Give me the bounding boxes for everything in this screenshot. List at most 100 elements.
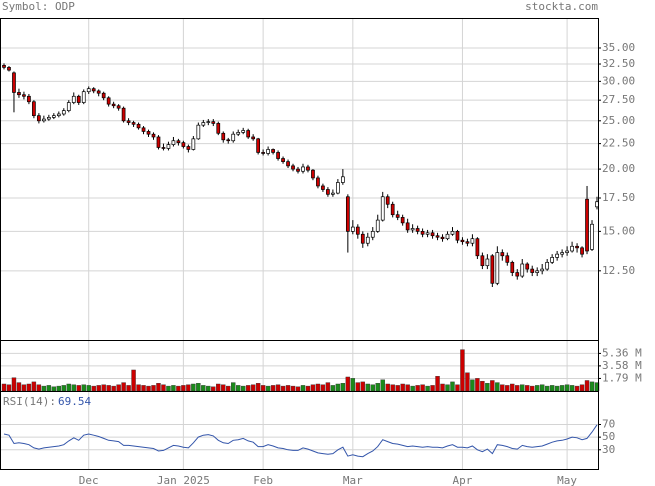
volume-bar	[320, 384, 326, 392]
rsi-label: RSI(14):	[3, 395, 56, 408]
candle-body	[101, 92, 106, 99]
volume-bar	[216, 383, 221, 392]
volume-bar	[300, 385, 306, 392]
x-tick-label: May	[557, 474, 577, 486]
candle-body	[585, 198, 589, 252]
volume-bar	[405, 384, 410, 392]
volume-bar	[455, 384, 460, 392]
y-tick-label: 30.00	[602, 74, 635, 87]
volume-bar	[450, 381, 455, 392]
volume-bar	[315, 383, 321, 392]
volume-bar	[415, 385, 420, 392]
candle-body	[370, 231, 375, 238]
volume-bar	[211, 386, 216, 392]
candle-body	[490, 255, 495, 284]
candle-body	[580, 247, 584, 255]
x-tick-label: Feb	[253, 474, 273, 486]
volume-bar	[181, 385, 186, 392]
candle-body	[221, 132, 226, 141]
candle-body	[216, 123, 221, 134]
candle-body	[266, 149, 270, 154]
volume-bar	[340, 383, 346, 392]
volume-bar	[116, 384, 121, 392]
volume-bar	[265, 385, 271, 392]
candle-body	[226, 139, 231, 142]
candle-body	[520, 263, 525, 277]
volume-bar	[56, 385, 62, 392]
volume-bar	[490, 380, 495, 392]
y-tick-label: 27.50	[602, 93, 635, 106]
volume-bar	[460, 349, 465, 392]
candle-body	[395, 214, 400, 218]
volume-bar	[101, 384, 106, 392]
x-tick-label: Dec	[79, 474, 99, 486]
rsi-line	[3, 424, 598, 458]
candle-body	[286, 161, 290, 167]
volume-bar	[470, 379, 475, 392]
candle-body	[410, 228, 415, 231]
candle-body	[37, 115, 41, 122]
volume-bar	[510, 383, 515, 392]
volume-bar	[559, 385, 565, 392]
volume-bar	[280, 385, 286, 392]
candle-body	[525, 263, 530, 270]
candle-body	[271, 149, 275, 153]
candle-body	[400, 217, 405, 224]
volume-bar	[425, 385, 430, 392]
volume-bar	[295, 386, 301, 392]
candle-body	[390, 203, 395, 216]
candle-body	[61, 110, 66, 115]
volume-bar	[36, 384, 42, 392]
candle-body	[116, 105, 121, 109]
candle-body	[465, 241, 470, 244]
volume-bar	[106, 385, 111, 392]
volume-bar	[146, 385, 151, 392]
volume-bar	[270, 385, 276, 392]
candle-body	[336, 182, 340, 194]
volume-bar	[420, 384, 425, 392]
candle-body	[316, 177, 320, 187]
volume-bar	[151, 385, 156, 392]
volume-bar	[375, 383, 380, 392]
volume-bar	[525, 385, 530, 392]
volume-bar	[325, 382, 331, 392]
volume-bar	[410, 385, 415, 392]
candle-body	[565, 250, 569, 253]
volume-bar	[350, 378, 356, 392]
marks	[1, 63, 600, 458]
rsi-value: 69.54	[58, 395, 91, 408]
candle-body	[231, 133, 236, 142]
volume-bar	[76, 385, 81, 392]
candle-body	[301, 166, 305, 172]
price-panel	[0, 18, 599, 341]
volume-bar	[584, 380, 590, 392]
volume-bar	[285, 385, 291, 392]
candle-body	[71, 95, 76, 103]
candle-body	[515, 272, 520, 277]
candle-body	[12, 72, 16, 93]
candle-body	[42, 118, 46, 122]
volume-bar	[445, 384, 450, 392]
candle-body	[206, 121, 211, 123]
volume-bar	[46, 385, 52, 392]
volume-bar	[21, 384, 27, 392]
candle-body	[530, 268, 535, 273]
candle-body	[365, 236, 370, 244]
candle-body	[450, 231, 455, 235]
chart-title: Symbol: ODP	[2, 0, 75, 13]
volume-bar	[191, 383, 196, 392]
volume-bar	[505, 385, 510, 392]
candle-body	[326, 189, 330, 195]
volume-bar	[111, 385, 116, 392]
volume-bar	[16, 382, 22, 392]
candle-body	[96, 90, 101, 94]
volume-bar	[31, 381, 37, 392]
y-tick-label: 17.50	[602, 191, 635, 204]
volume-bar	[141, 385, 146, 392]
volume-bar	[360, 381, 365, 392]
volume-bar	[196, 383, 201, 392]
volume-bar	[535, 385, 540, 392]
volume-bar	[475, 378, 480, 392]
candle-body	[141, 127, 146, 132]
volume-bar	[574, 385, 580, 392]
